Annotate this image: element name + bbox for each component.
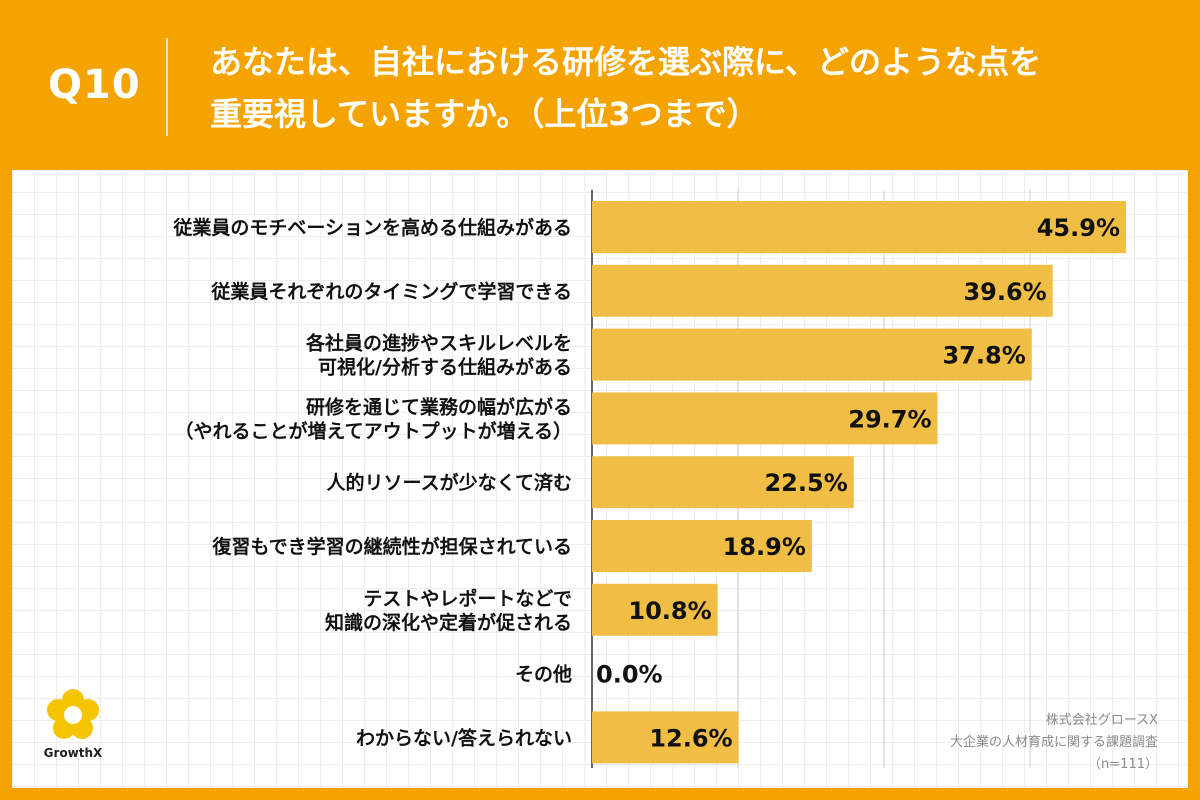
value-label-4: 29.7% xyxy=(848,405,931,433)
bar-9 xyxy=(592,711,739,764)
value-label-5: 22.5% xyxy=(764,469,847,497)
bar-6 xyxy=(592,520,812,572)
value-label-7: 10.8% xyxy=(628,597,711,625)
value-label-3: 37.8% xyxy=(942,342,1025,370)
source-note: 株式会社グロースX 大企業の人材育成に関する課題調査 （n=111） xyxy=(950,710,1158,776)
category-label-8: その他 xyxy=(515,663,572,686)
question-line-2: 重要視していますか。（上位3つまで） xyxy=(210,95,759,133)
category-label-7-line-1: テストやレポートなどで xyxy=(363,587,572,610)
value-label-2: 39.6% xyxy=(963,278,1046,306)
category-label-4-line-2: （やれることが増えてアウトプットが増える） xyxy=(175,419,572,442)
bar-4 xyxy=(592,392,938,445)
category-label-2: 従業員それぞれのタイミングで学習できる xyxy=(210,280,572,303)
bar-2 xyxy=(592,264,1053,317)
header-divider xyxy=(166,38,168,136)
question-number: Q10 xyxy=(48,62,141,108)
bar-7 xyxy=(592,583,718,636)
category-label-6: 復習もでき学習の継続性が担保されている xyxy=(211,535,572,558)
value-label-9: 12.6% xyxy=(649,724,732,752)
bar-3 xyxy=(592,328,1032,381)
logo-text: GrowthX xyxy=(43,746,103,760)
source-survey: 大企業の人材育成に関する課題調査 xyxy=(949,735,1158,750)
growthx-logo: GrowthX xyxy=(38,688,108,788)
value-label-1: 45.9% xyxy=(1037,214,1120,242)
category-label-9: わからない/答えられない xyxy=(356,726,572,749)
source-company: 株式会社グロースX xyxy=(1045,713,1158,728)
category-label-4-line-1: 研修を通じて業務の幅が広がる xyxy=(306,395,572,418)
category-label-3-line-2: 可視化/分析する仕組みがある xyxy=(318,356,572,379)
question-line-1: あなたは、自社における研修を選ぶ際に、どのような点を xyxy=(210,43,1042,81)
category-label-7-line-2: 知識の深化や定着が促される xyxy=(325,611,572,634)
category-label-1: 従業員のモチベーションを高める仕組みがある xyxy=(172,216,572,239)
value-label-8: 0.0% xyxy=(596,661,663,689)
bar-5 xyxy=(592,456,854,509)
logo-icon xyxy=(47,689,99,739)
category-label-3-line-1: 各社員の進捗やスキルレベルを xyxy=(305,332,572,355)
value-label-6: 18.9% xyxy=(723,533,806,561)
category-label-5: 人的リソースが少なくて済む xyxy=(327,471,572,494)
question-text: あなたは、自社における研修を選ぶ際に、どのような点を 重要視していますか。（上位… xyxy=(210,36,1170,140)
header: Q10 あなたは、自社における研修を選ぶ際に、どのような点を 重要視していますか… xyxy=(0,0,1200,170)
bar-1 xyxy=(592,201,1126,253)
source-sample-size: （n=111） xyxy=(1088,757,1158,772)
